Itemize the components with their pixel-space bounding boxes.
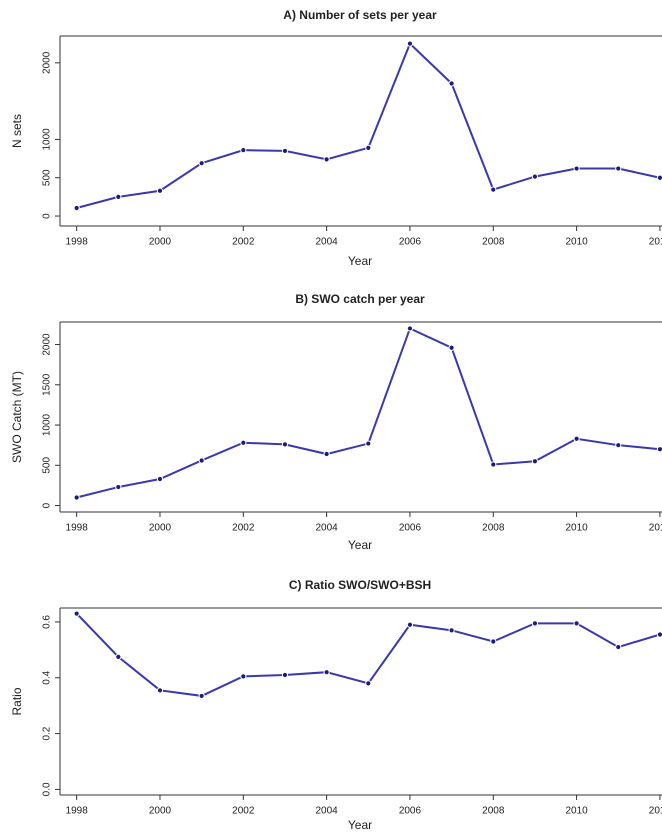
- y-tick-label: 1000: [42, 413, 53, 436]
- data-line: [76, 41, 661, 209]
- x-tick-label: 2006: [399, 806, 422, 817]
- y-tick-label: 0.6: [42, 615, 53, 629]
- data-point: [531, 620, 539, 627]
- y-tick-label: 2000: [42, 51, 53, 74]
- x-tick-label: 2002: [232, 523, 255, 534]
- y-axis-label: Ratio: [10, 687, 24, 715]
- y-tick-label: 0.4: [42, 670, 53, 684]
- chart-title: C) Ratio SWO/SWO+BSH: [289, 578, 431, 592]
- y-tick-label: 500: [42, 457, 53, 474]
- data-point: [323, 669, 330, 676]
- data-point: [281, 671, 289, 679]
- x-tick-label: 2008: [482, 237, 505, 248]
- x-tick-label: 2002: [232, 806, 255, 817]
- data-point: [448, 627, 455, 634]
- chart-title: B) SWO catch per year: [295, 292, 425, 306]
- y-axis-label: SWO Catch (MT): [10, 371, 24, 463]
- data-point: [615, 165, 622, 172]
- data-point: [115, 653, 122, 660]
- data-point: [615, 442, 622, 449]
- data-line: [76, 327, 661, 499]
- y-tick-label: 1500: [42, 373, 53, 396]
- y-tick-label: 2000: [42, 333, 53, 356]
- y-tick-label: 0: [42, 502, 53, 508]
- x-axis-label: Year: [348, 254, 372, 268]
- y-tick-label: 1000: [42, 128, 53, 151]
- data-point: [573, 165, 580, 172]
- data-point: [573, 435, 580, 442]
- data-point: [406, 621, 414, 628]
- x-tick-label: 2000: [149, 237, 172, 248]
- x-tick-label: 2002: [232, 237, 255, 248]
- x-tick-label: 2010: [565, 523, 588, 534]
- data-point: [115, 483, 122, 491]
- data-point: [281, 147, 289, 155]
- data-point: [531, 458, 539, 465]
- data-point: [656, 446, 662, 453]
- data-point: [656, 631, 662, 638]
- data-point: [573, 620, 580, 627]
- x-tick-label: 2000: [149, 523, 172, 534]
- x-tick-label: 2012: [649, 523, 662, 534]
- data-point: [323, 156, 330, 163]
- data-point: [531, 173, 539, 180]
- data-point: [73, 610, 80, 617]
- data-point: [73, 494, 80, 501]
- y-axis-label: N sets: [10, 114, 24, 148]
- data-point: [365, 440, 372, 447]
- data-point: [656, 174, 662, 181]
- x-tick-label: 2012: [649, 237, 662, 248]
- data-point: [490, 461, 497, 468]
- data-point: [365, 680, 372, 687]
- x-tick-label: 2010: [565, 806, 588, 817]
- data-point: [365, 144, 372, 151]
- data-point: [156, 687, 164, 694]
- data-point: [615, 643, 622, 651]
- data-point: [448, 80, 455, 87]
- x-tick-label: 2004: [316, 523, 339, 534]
- data-point: [115, 193, 122, 200]
- y-tick-label: 500: [42, 169, 53, 186]
- data-point: [406, 40, 414, 47]
- x-tick-label: 1998: [66, 237, 89, 248]
- x-tick-label: 2010: [565, 237, 588, 248]
- y-tick-label: 0: [42, 213, 53, 219]
- data-point: [198, 160, 205, 167]
- x-tick-label: 2012: [649, 806, 662, 817]
- chart-title: A) Number of sets per year: [283, 8, 437, 22]
- data-point: [281, 441, 289, 448]
- x-tick-label: 2006: [399, 523, 422, 534]
- y-tick-label: 0.0: [42, 782, 53, 796]
- data-point: [490, 638, 497, 645]
- data-point: [198, 457, 205, 464]
- data-point: [198, 692, 205, 700]
- data-point: [73, 204, 80, 212]
- y-tick-label: 0.2: [42, 726, 53, 740]
- data-point: [490, 186, 497, 193]
- x-axis-label: Year: [348, 538, 372, 552]
- data-point: [448, 344, 455, 351]
- x-tick-label: 2008: [482, 523, 505, 534]
- data-point: [240, 673, 247, 680]
- x-tick-label: 2004: [316, 806, 339, 817]
- data-point: [240, 147, 247, 154]
- data-point: [406, 325, 414, 332]
- x-tick-label: 2004: [316, 237, 339, 248]
- data-point: [156, 187, 164, 194]
- data-point: [156, 475, 164, 483]
- x-tick-label: 2000: [149, 806, 172, 817]
- x-tick-label: 1998: [66, 523, 89, 534]
- data-point: [323, 450, 330, 458]
- data-point: [240, 439, 247, 446]
- x-tick-label: 2006: [399, 237, 422, 248]
- x-axis-label: Year: [348, 818, 372, 832]
- x-tick-label: 1998: [66, 806, 89, 817]
- x-tick-label: 2008: [482, 806, 505, 817]
